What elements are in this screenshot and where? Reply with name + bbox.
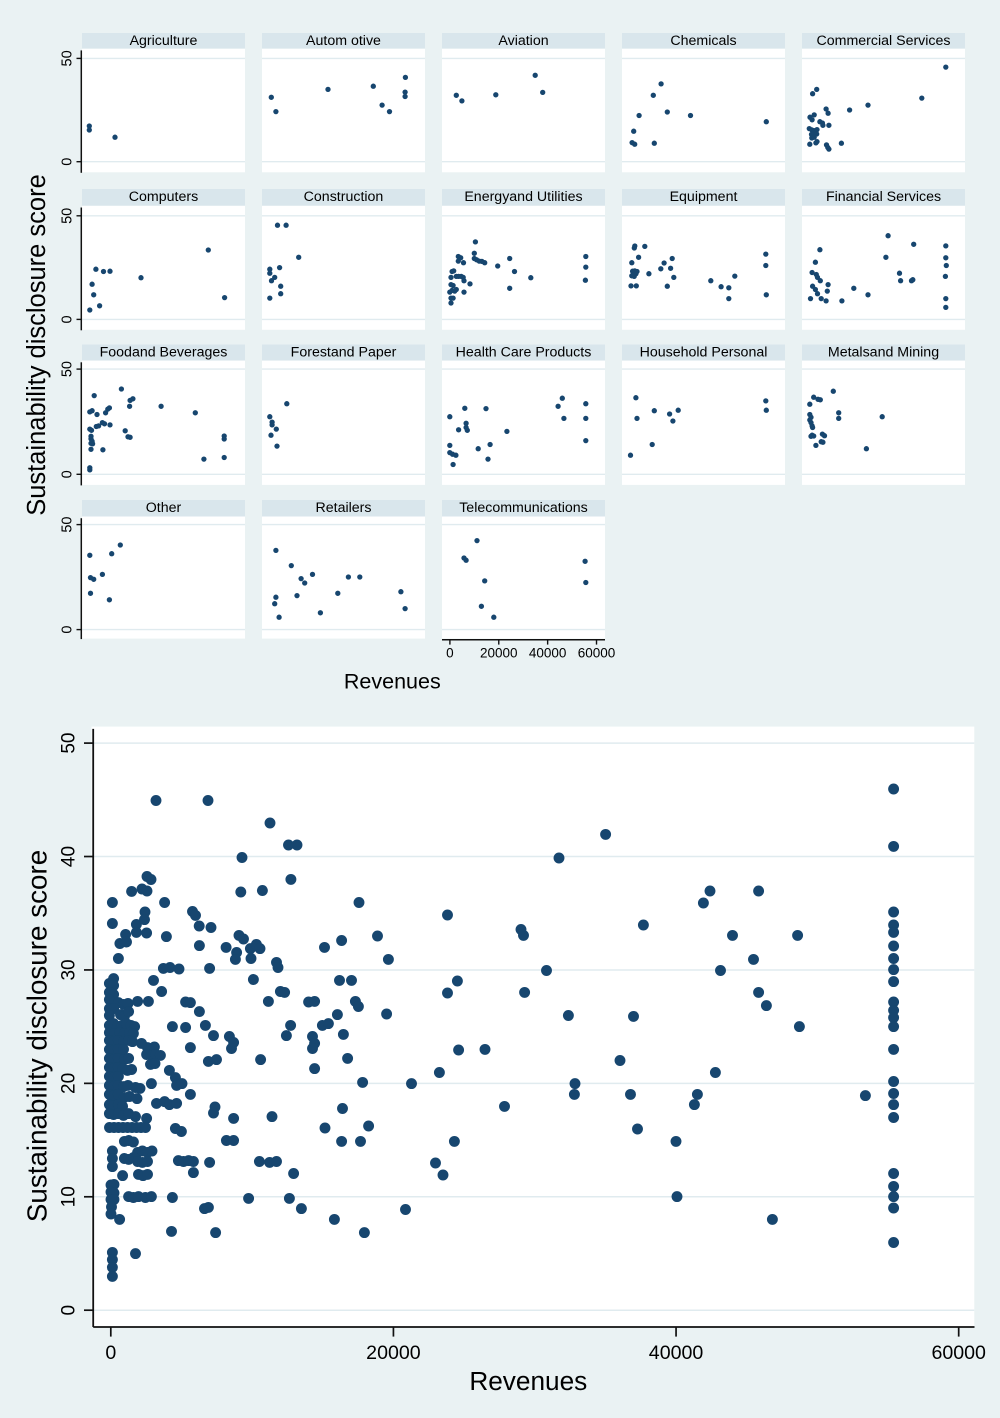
svg-text:0: 0 [59,626,75,634]
svg-text:50: 50 [59,208,75,224]
svg-text:Equipment: Equipment [670,189,738,205]
svg-text:Retailers: Retailers [316,500,372,516]
svg-text:10: 10 [59,1186,80,1207]
svg-text:0: 0 [59,158,75,166]
svg-text:Financial Services: Financial Services [826,189,941,205]
svg-text:Energyand Utilities: Energyand Utilities [464,189,582,205]
svg-text:60000: 60000 [931,1342,986,1364]
svg-text:0: 0 [446,646,454,661]
svg-text:Other: Other [146,500,182,516]
svg-text:50: 50 [59,517,75,533]
svg-text:20000: 20000 [366,1342,421,1364]
svg-text:Telecommunications: Telecommunications [459,500,588,516]
svg-text:50: 50 [59,361,75,377]
svg-text:Commercial Services: Commercial Services [816,33,950,49]
svg-text:Health Care Products: Health Care Products [456,344,592,360]
svg-text:20: 20 [59,1073,80,1094]
svg-text:40000: 40000 [529,646,567,661]
svg-text:Forestand Paper: Forestand Paper [291,344,397,360]
svg-text:Revenues: Revenues [469,1366,587,1396]
svg-text:0: 0 [105,1342,116,1364]
svg-text:40000: 40000 [649,1342,704,1364]
svg-text:Sustainability disclosure scor: Sustainability disclosure score [21,850,52,1222]
svg-text:Aviation: Aviation [498,33,548,49]
svg-text:60000: 60000 [578,646,616,661]
svg-text:50: 50 [59,50,75,66]
svg-text:40: 40 [59,846,80,867]
svg-text:Revenues: Revenues [344,670,441,694]
svg-text:0: 0 [59,1305,80,1316]
svg-text:0: 0 [59,315,75,323]
svg-text:Household Personal: Household Personal [640,344,768,360]
svg-text:20000: 20000 [480,646,518,661]
svg-text:Computers: Computers [129,189,198,205]
svg-text:50: 50 [59,733,80,754]
svg-text:Chemicals: Chemicals [670,33,736,49]
svg-text:0: 0 [59,470,75,478]
svg-text:Foodand Beverages: Foodand Beverages [100,344,228,360]
svg-text:30: 30 [59,959,80,980]
svg-text:Agriculture: Agriculture [130,33,198,49]
svg-text:Construction: Construction [304,189,384,205]
svg-text:Autom otive: Autom otive [306,33,381,49]
svg-text:Metalsand Mining: Metalsand Mining [828,344,939,360]
svg-text:Sustainability disclosure scor: Sustainability disclosure score [23,174,51,516]
